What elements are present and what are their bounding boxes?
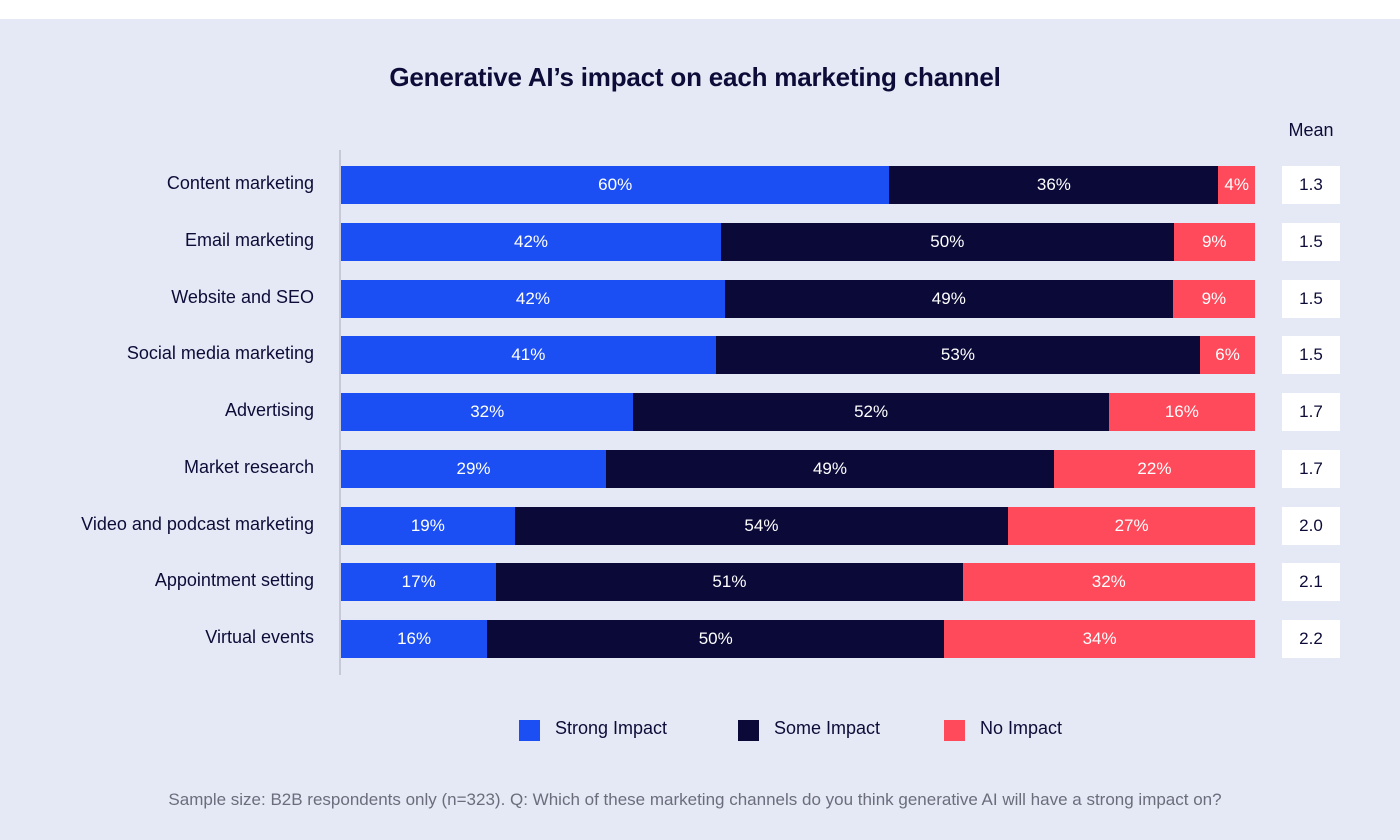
category-label: Video and podcast marketing [81, 514, 314, 534]
mean-column-header: Mean [1288, 120, 1334, 140]
mean-value: 1.7 [1282, 393, 1340, 431]
bar-segment-no-impact: 6% [1200, 336, 1255, 374]
chart-title: Generative AI’s impact on each marketing… [389, 62, 1001, 92]
mean-value: 1.7 [1282, 450, 1340, 488]
bar-segment-some-impact: 54% [514, 507, 1009, 545]
bar-segment-strong-impact: 17% [341, 563, 497, 601]
bar-segment-some-impact: 50% [487, 620, 945, 658]
bar-segment-no-impact: 4% [1218, 166, 1255, 204]
bar-segment-some-impact: 53% [715, 336, 1201, 374]
bar-segment-strong-impact: 19% [341, 507, 515, 545]
category-label: Content marketing [166, 173, 314, 193]
bar-segment-strong-impact: 42% [341, 280, 725, 318]
bar-segment-some-impact: 36% [889, 166, 1219, 204]
bar-segment-strong-impact: 29% [341, 450, 607, 488]
bar-segment-no-impact: 16% [1108, 393, 1255, 431]
mean-value: 1.5 [1282, 336, 1340, 374]
mean-value: 1.5 [1282, 223, 1340, 261]
bar-segment-some-impact: 51% [496, 563, 963, 601]
legend-label: Some Impact [774, 718, 881, 738]
legend-swatch [944, 720, 965, 741]
bar-segment-no-impact: 32% [962, 563, 1255, 601]
category-label: Advertising [224, 400, 314, 420]
category-label: Virtual events [205, 627, 314, 647]
legend-label: Strong Impact [555, 718, 668, 738]
mean-value: 2.2 [1282, 620, 1340, 658]
bar-segment-some-impact: 50% [721, 223, 1174, 261]
mean-value: 1.3 [1282, 166, 1340, 204]
category-label: Email marketing [184, 230, 314, 250]
mean-value: 2.0 [1282, 507, 1340, 545]
mean-value: 2.1 [1282, 563, 1340, 601]
footnote: Sample size: B2B respondents only (n=323… [168, 790, 1222, 809]
bar-segment-some-impact: 52% [633, 393, 1109, 431]
bar-segment-no-impact: 34% [944, 620, 1255, 658]
legend: Strong Impact Some Impact No Impact [0, 716, 1400, 746]
bar-segment-some-impact: 49% [606, 450, 1054, 488]
category-label: Market research [183, 457, 314, 477]
legend-label: No Impact [980, 718, 1063, 738]
bar-segment-no-impact: 22% [1053, 450, 1255, 488]
category-label: Social media marketing [126, 343, 314, 363]
bar-segment-strong-impact: 41% [341, 336, 716, 374]
bar-segment-strong-impact: 60% [341, 166, 890, 204]
category-label: Website and SEO [171, 287, 314, 307]
bar-segment-strong-impact: 42% [341, 223, 722, 261]
legend-swatch [738, 720, 759, 741]
bar-segment-no-impact: 9% [1172, 280, 1255, 318]
bar-segment-some-impact: 49% [724, 280, 1173, 318]
bar-segment-no-impact: 9% [1173, 223, 1255, 261]
bar-segment-no-impact: 27% [1008, 507, 1255, 545]
category-label: Appointment setting [154, 570, 314, 590]
legend-swatch [519, 720, 540, 741]
bar-segment-strong-impact: 32% [341, 393, 634, 431]
mean-value: 1.5 [1282, 280, 1340, 318]
bar-segment-strong-impact: 16% [341, 620, 488, 658]
y-axis-line [339, 150, 341, 675]
